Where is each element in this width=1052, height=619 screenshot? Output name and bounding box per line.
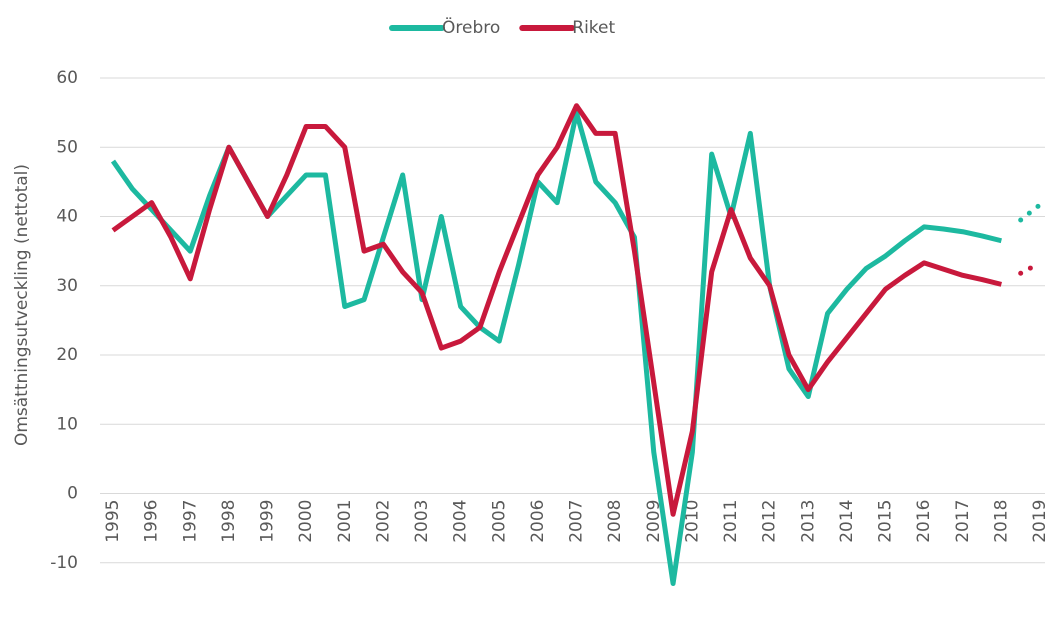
series-line xyxy=(111,103,1002,517)
x-tick-label: 2011 xyxy=(721,500,741,543)
x-tick-label: 2012 xyxy=(760,500,780,543)
x-tick-label: 1999 xyxy=(258,500,278,543)
x-tick-label: 1995 xyxy=(103,500,123,543)
legend-label: Riket xyxy=(572,18,615,38)
forecast-line xyxy=(1018,202,1043,223)
y-tick-label: -10 xyxy=(50,553,78,573)
x-tick-label: 2003 xyxy=(412,500,432,543)
x-tick-label: 2017 xyxy=(953,500,973,543)
x-tick-label: 2016 xyxy=(914,500,934,543)
x-tick-label: 2015 xyxy=(876,500,896,543)
y-tick-label: 40 xyxy=(56,207,78,227)
y-tick-label: 60 xyxy=(56,68,78,88)
x-tick-label: 2019 xyxy=(1030,500,1050,543)
x-tick-label: 2004 xyxy=(451,500,471,543)
x-tick-label: 2005 xyxy=(489,500,509,543)
forecast-line xyxy=(1018,260,1043,276)
y-tick-label: 20 xyxy=(56,345,78,365)
x-tick-label: 2013 xyxy=(798,500,818,543)
x-tick-label: 2001 xyxy=(335,500,355,543)
legend-label: Örebro xyxy=(442,16,500,38)
x-tick-label: 2002 xyxy=(373,500,393,543)
y-tick-label: 50 xyxy=(56,137,78,157)
x-tick-label: 2006 xyxy=(528,500,548,543)
x-tick-label: 1998 xyxy=(219,500,239,543)
x-tick-label: 2009 xyxy=(644,500,664,543)
y-tick-label: 30 xyxy=(56,276,78,296)
x-tick-label: 2000 xyxy=(296,500,316,543)
x-tick-label: 2007 xyxy=(567,500,587,543)
x-tick-label: 2010 xyxy=(682,500,702,543)
x-tick-label: 2008 xyxy=(605,500,625,543)
x-tick-label: 2014 xyxy=(837,500,857,543)
x-tick-label: 1997 xyxy=(180,500,200,543)
x-tick-label: 2018 xyxy=(991,500,1011,543)
y-tick-label: 10 xyxy=(56,414,78,434)
x-tick-label: 1996 xyxy=(142,500,162,543)
y-axis-label: Omsättningsutveckling (nettotal) xyxy=(12,164,32,446)
y-tick-label: 0 xyxy=(67,484,78,504)
